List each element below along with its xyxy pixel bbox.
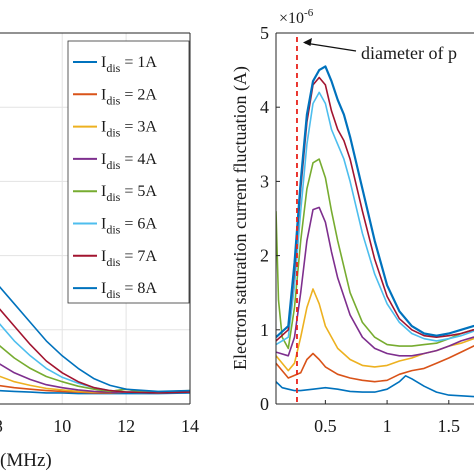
- left-x-tick-label: 10: [53, 416, 71, 436]
- left-series-line-5: [0, 344, 190, 394]
- right-series-line-6: [276, 91, 474, 346]
- right-y-tick-label: 4: [260, 97, 269, 117]
- legend-label-3: Idis = 3A: [101, 119, 157, 140]
- right-y-tick-label: 3: [260, 171, 269, 191]
- right-axes-frame: [275, 32, 474, 405]
- legend-label-2: Idis = 2A: [101, 86, 157, 107]
- y-multiplier: ×10-6: [279, 7, 314, 27]
- right-tick-labels: 0 1 2 3 4 5 0.5 1 1.5: [260, 23, 460, 436]
- right-series-line-8: [276, 65, 474, 339]
- right-series-line-3: [276, 288, 474, 372]
- right-y-tick-label: 0: [260, 394, 269, 414]
- annotation-text: diameter of p: [361, 43, 457, 63]
- left-axes-frame: [0, 32, 191, 405]
- annotation-group: diameter of p: [296, 37, 457, 404]
- left-series-line-1: [0, 389, 190, 395]
- left-series-line-8: [0, 286, 190, 393]
- legend-label-8: Idis = 8A: [101, 280, 157, 301]
- left-series-line-3: [0, 375, 190, 393]
- left-x-axis-label: (MHz): [0, 450, 52, 471]
- left-chart-panel: 8 10 12 14 (MHz) Idis = 1A Idis = 2A Idis = 3…: [0, 32, 199, 471]
- right-y-tick-label: 2: [260, 246, 269, 266]
- right-x-tick-label: 1.5: [438, 416, 461, 436]
- legend-label-4: Idis = 4A: [101, 151, 157, 172]
- legend-label-1: Idis = 1A: [101, 54, 157, 75]
- left-x-tick-label: 14: [181, 416, 199, 436]
- legend-box: [67, 40, 190, 304]
- legend: Idis = 1A Idis = 2A Idis = 3A Idis = 4A Idis…: [67, 40, 190, 304]
- right-series-line-4: [276, 206, 474, 357]
- legend-label-7: Idis = 7A: [101, 248, 157, 269]
- right-series-line-2: [276, 345, 474, 383]
- legend-label-6: Idis = 6A: [101, 216, 157, 237]
- right-chart-panel: 0 1 2 3 4 5 0.5 1 1.5 Electron saturation curren…: [230, 7, 474, 436]
- right-x-tick-label: 0.5: [314, 416, 337, 436]
- left-series-line-4: [0, 363, 190, 393]
- right-y-tick-label: 5: [260, 23, 269, 43]
- right-y-tick-label: 1: [260, 320, 269, 340]
- legend-entries: Idis = 1A Idis = 2A Idis = 3A Idis = 4A Idis…: [73, 54, 157, 301]
- annotation-arrow-head: [302, 38, 312, 46]
- left-series-line-7: [0, 308, 190, 394]
- right-x-tick-label: 1: [383, 416, 392, 436]
- right-series-line-1: [276, 374, 474, 398]
- right-y-axis-label: Electron saturation current fluctuation …: [230, 66, 251, 370]
- legend-label-5: Idis = 5A: [101, 183, 157, 204]
- left-x-tick-label: 12: [117, 416, 135, 436]
- left-series-group: [0, 286, 190, 395]
- right-series-group: [276, 65, 474, 398]
- left-x-tick-label: 8: [0, 416, 3, 436]
- left-tick-labels: 8 10 12 14: [0, 416, 199, 436]
- annotation-arrow-line: [304, 42, 357, 52]
